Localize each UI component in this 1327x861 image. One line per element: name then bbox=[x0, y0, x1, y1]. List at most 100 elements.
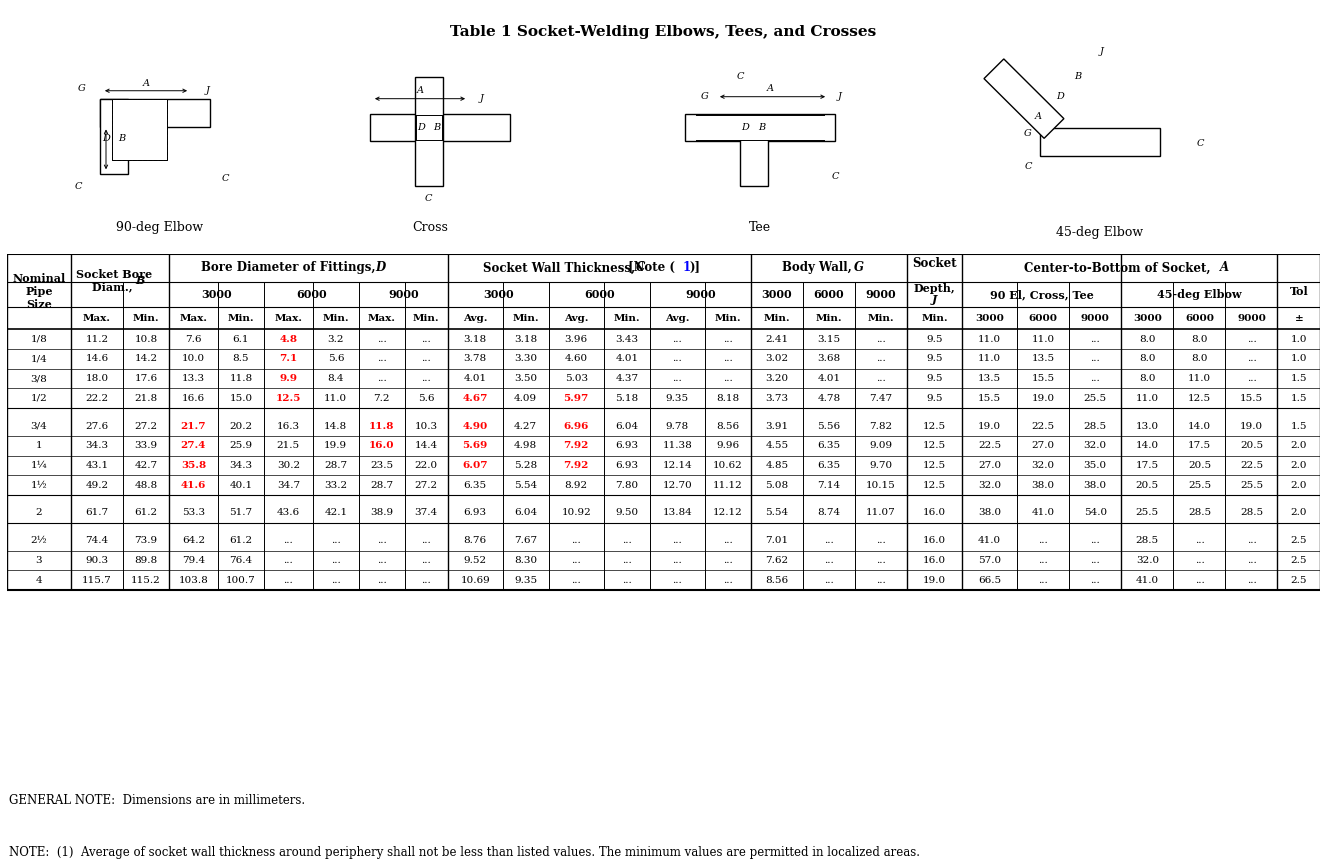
Text: 3.15: 3.15 bbox=[817, 335, 840, 344]
Bar bbox=[415, 77, 443, 186]
Text: 14.0: 14.0 bbox=[1188, 422, 1212, 430]
Text: 5.6: 5.6 bbox=[328, 354, 344, 363]
Text: 3/4: 3/4 bbox=[31, 422, 48, 430]
Text: Socket Bore
Diam.,: Socket Bore Diam., bbox=[76, 269, 153, 293]
Text: 12.5: 12.5 bbox=[924, 461, 946, 470]
Text: 10.15: 10.15 bbox=[867, 480, 896, 490]
Text: 42.7: 42.7 bbox=[134, 461, 158, 470]
Text: 9.5: 9.5 bbox=[926, 335, 942, 344]
Text: 6.1: 6.1 bbox=[232, 335, 249, 344]
Text: C: C bbox=[1024, 162, 1032, 170]
Text: 54.0: 54.0 bbox=[1084, 509, 1107, 517]
Text: 41.0: 41.0 bbox=[978, 536, 1001, 545]
Text: D: D bbox=[417, 123, 425, 132]
Text: 1/8: 1/8 bbox=[31, 335, 48, 344]
Text: 28.7: 28.7 bbox=[324, 461, 348, 470]
Text: 4.8: 4.8 bbox=[280, 335, 297, 344]
Text: 9.09: 9.09 bbox=[869, 442, 893, 450]
Text: Min.: Min. bbox=[613, 313, 640, 323]
Text: ...: ... bbox=[1038, 556, 1048, 565]
Text: 8.74: 8.74 bbox=[817, 509, 840, 517]
Text: 6.07: 6.07 bbox=[462, 461, 488, 470]
Text: 11.0: 11.0 bbox=[978, 335, 1001, 344]
Text: 35.0: 35.0 bbox=[1084, 461, 1107, 470]
Text: 4.55: 4.55 bbox=[766, 442, 788, 450]
Text: Tol: Tol bbox=[1290, 286, 1308, 297]
Text: ...: ... bbox=[723, 354, 733, 363]
Text: B: B bbox=[434, 123, 441, 132]
Text: 8.5: 8.5 bbox=[232, 354, 249, 363]
Text: ...: ... bbox=[1246, 335, 1257, 344]
Text: 8.0: 8.0 bbox=[1192, 354, 1208, 363]
Text: 9.5: 9.5 bbox=[926, 374, 942, 383]
Text: 16.3: 16.3 bbox=[277, 422, 300, 430]
Text: 3: 3 bbox=[36, 556, 42, 565]
Text: 3000: 3000 bbox=[202, 289, 232, 300]
Bar bbox=[685, 114, 835, 141]
Text: 20.5: 20.5 bbox=[1239, 442, 1263, 450]
Text: 3/8: 3/8 bbox=[31, 374, 48, 383]
Text: 6.35: 6.35 bbox=[817, 442, 840, 450]
Text: 11.38: 11.38 bbox=[662, 442, 693, 450]
Text: 115.2: 115.2 bbox=[131, 576, 161, 585]
Text: 74.4: 74.4 bbox=[85, 536, 109, 545]
Text: 32.0: 32.0 bbox=[1084, 442, 1107, 450]
Text: ...: ... bbox=[1246, 576, 1257, 585]
Text: 7.62: 7.62 bbox=[766, 556, 788, 565]
Text: 73.9: 73.9 bbox=[134, 536, 158, 545]
Text: 21.5: 21.5 bbox=[277, 442, 300, 450]
Text: 6000: 6000 bbox=[1028, 313, 1058, 323]
Text: 22.2: 22.2 bbox=[85, 393, 109, 403]
Text: 5.6: 5.6 bbox=[418, 393, 434, 403]
Text: 5.18: 5.18 bbox=[616, 393, 638, 403]
Text: 5.54: 5.54 bbox=[514, 480, 537, 490]
Text: ...: ... bbox=[377, 576, 386, 585]
Text: 2.0: 2.0 bbox=[1291, 442, 1307, 450]
Text: 14.8: 14.8 bbox=[324, 422, 348, 430]
Text: 3000: 3000 bbox=[762, 289, 792, 300]
Text: 4.01: 4.01 bbox=[463, 374, 487, 383]
Text: ...: ... bbox=[572, 536, 581, 545]
Text: 10.62: 10.62 bbox=[713, 461, 743, 470]
Text: 27.2: 27.2 bbox=[414, 480, 438, 490]
Text: ...: ... bbox=[876, 354, 886, 363]
Text: Min.: Min. bbox=[228, 313, 255, 323]
Text: 16.0: 16.0 bbox=[924, 509, 946, 517]
Text: ...: ... bbox=[1091, 354, 1100, 363]
Text: 33.9: 33.9 bbox=[134, 442, 158, 450]
Text: 9.35: 9.35 bbox=[514, 576, 537, 585]
Text: 4.67: 4.67 bbox=[463, 393, 488, 403]
Text: 12.5: 12.5 bbox=[924, 422, 946, 430]
Text: 49.2: 49.2 bbox=[85, 480, 109, 490]
Text: 9.35: 9.35 bbox=[666, 393, 689, 403]
Text: 5.08: 5.08 bbox=[766, 480, 788, 490]
Text: 20.2: 20.2 bbox=[230, 422, 252, 430]
Text: 1/2: 1/2 bbox=[31, 393, 48, 403]
Text: ...: ... bbox=[1091, 556, 1100, 565]
Text: 2.0: 2.0 bbox=[1291, 509, 1307, 517]
Text: ...: ... bbox=[622, 556, 632, 565]
Text: B: B bbox=[135, 276, 145, 286]
Text: 27.6: 27.6 bbox=[85, 422, 109, 430]
Text: ...: ... bbox=[1091, 374, 1100, 383]
Text: 25.9: 25.9 bbox=[230, 442, 252, 450]
Text: Max.: Max. bbox=[179, 313, 207, 323]
Text: 7.92: 7.92 bbox=[564, 442, 589, 450]
Text: 115.7: 115.7 bbox=[82, 576, 111, 585]
Text: D: D bbox=[1056, 92, 1064, 102]
Text: 2.41: 2.41 bbox=[766, 335, 788, 344]
Text: 28.5: 28.5 bbox=[1136, 536, 1158, 545]
Text: G: G bbox=[78, 84, 86, 93]
Text: 4.90: 4.90 bbox=[463, 422, 488, 430]
Text: 8.92: 8.92 bbox=[565, 480, 588, 490]
Text: ...: ... bbox=[1246, 536, 1257, 545]
Text: 20.5: 20.5 bbox=[1136, 480, 1158, 490]
Text: 5.54: 5.54 bbox=[766, 509, 788, 517]
Text: 41.0: 41.0 bbox=[1136, 576, 1158, 585]
Text: 7.2: 7.2 bbox=[373, 393, 390, 403]
Text: 9.5: 9.5 bbox=[926, 393, 942, 403]
Text: 11.07: 11.07 bbox=[867, 509, 896, 517]
Text: 14.0: 14.0 bbox=[1136, 442, 1158, 450]
Text: C: C bbox=[425, 194, 431, 202]
Text: 103.8: 103.8 bbox=[179, 576, 208, 585]
